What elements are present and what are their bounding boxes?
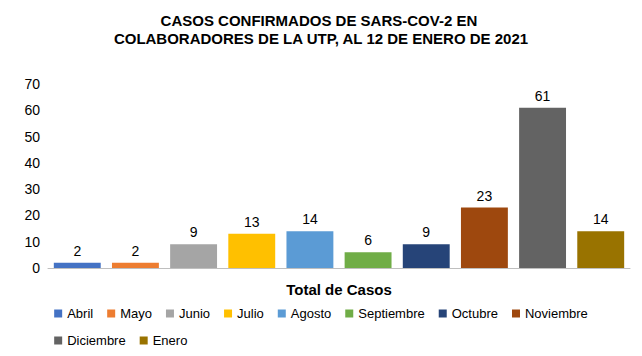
svg-text:13: 13: [244, 214, 260, 230]
svg-text:2: 2: [73, 243, 81, 259]
svg-text:Mayo: Mayo: [120, 306, 152, 321]
svg-text:70: 70: [24, 76, 40, 92]
svg-text:Julio: Julio: [237, 306, 264, 321]
svg-text:Agosto: Agosto: [291, 306, 331, 321]
svg-text:Noviembre: Noviembre: [525, 306, 588, 321]
svg-text:CASOS CONFIRMADOS DE SARS-COV-: CASOS CONFIRMADOS DE SARS-COV-2 EN: [161, 12, 482, 29]
svg-text:Total de Casos: Total de Casos: [286, 281, 392, 298]
svg-text:2: 2: [132, 243, 140, 259]
svg-text:Septiembre: Septiembre: [358, 306, 424, 321]
svg-text:60: 60: [24, 102, 40, 118]
svg-text:Abril: Abril: [67, 306, 93, 321]
svg-text:50: 50: [24, 129, 40, 145]
svg-text:14: 14: [593, 211, 609, 227]
svg-text:Junio: Junio: [179, 306, 210, 321]
svg-text:40: 40: [24, 155, 40, 171]
svg-text:9: 9: [422, 224, 430, 240]
svg-text:23: 23: [477, 188, 493, 204]
svg-text:Octubre: Octubre: [452, 306, 498, 321]
svg-text:Enero: Enero: [153, 333, 188, 348]
svg-text:61: 61: [535, 88, 551, 104]
svg-text:0: 0: [32, 260, 40, 276]
svg-text:6: 6: [364, 232, 372, 248]
svg-text:9: 9: [190, 224, 198, 240]
svg-text:10: 10: [24, 234, 40, 250]
svg-text:20: 20: [24, 207, 40, 223]
svg-text:COLABORADORES DE LA UTP, AL 12: COLABORADORES DE LA UTP, AL 12 DE ENERO …: [114, 30, 528, 47]
svg-text:14: 14: [302, 211, 318, 227]
svg-text:Diciembre: Diciembre: [67, 333, 126, 348]
svg-text:30: 30: [24, 181, 40, 197]
